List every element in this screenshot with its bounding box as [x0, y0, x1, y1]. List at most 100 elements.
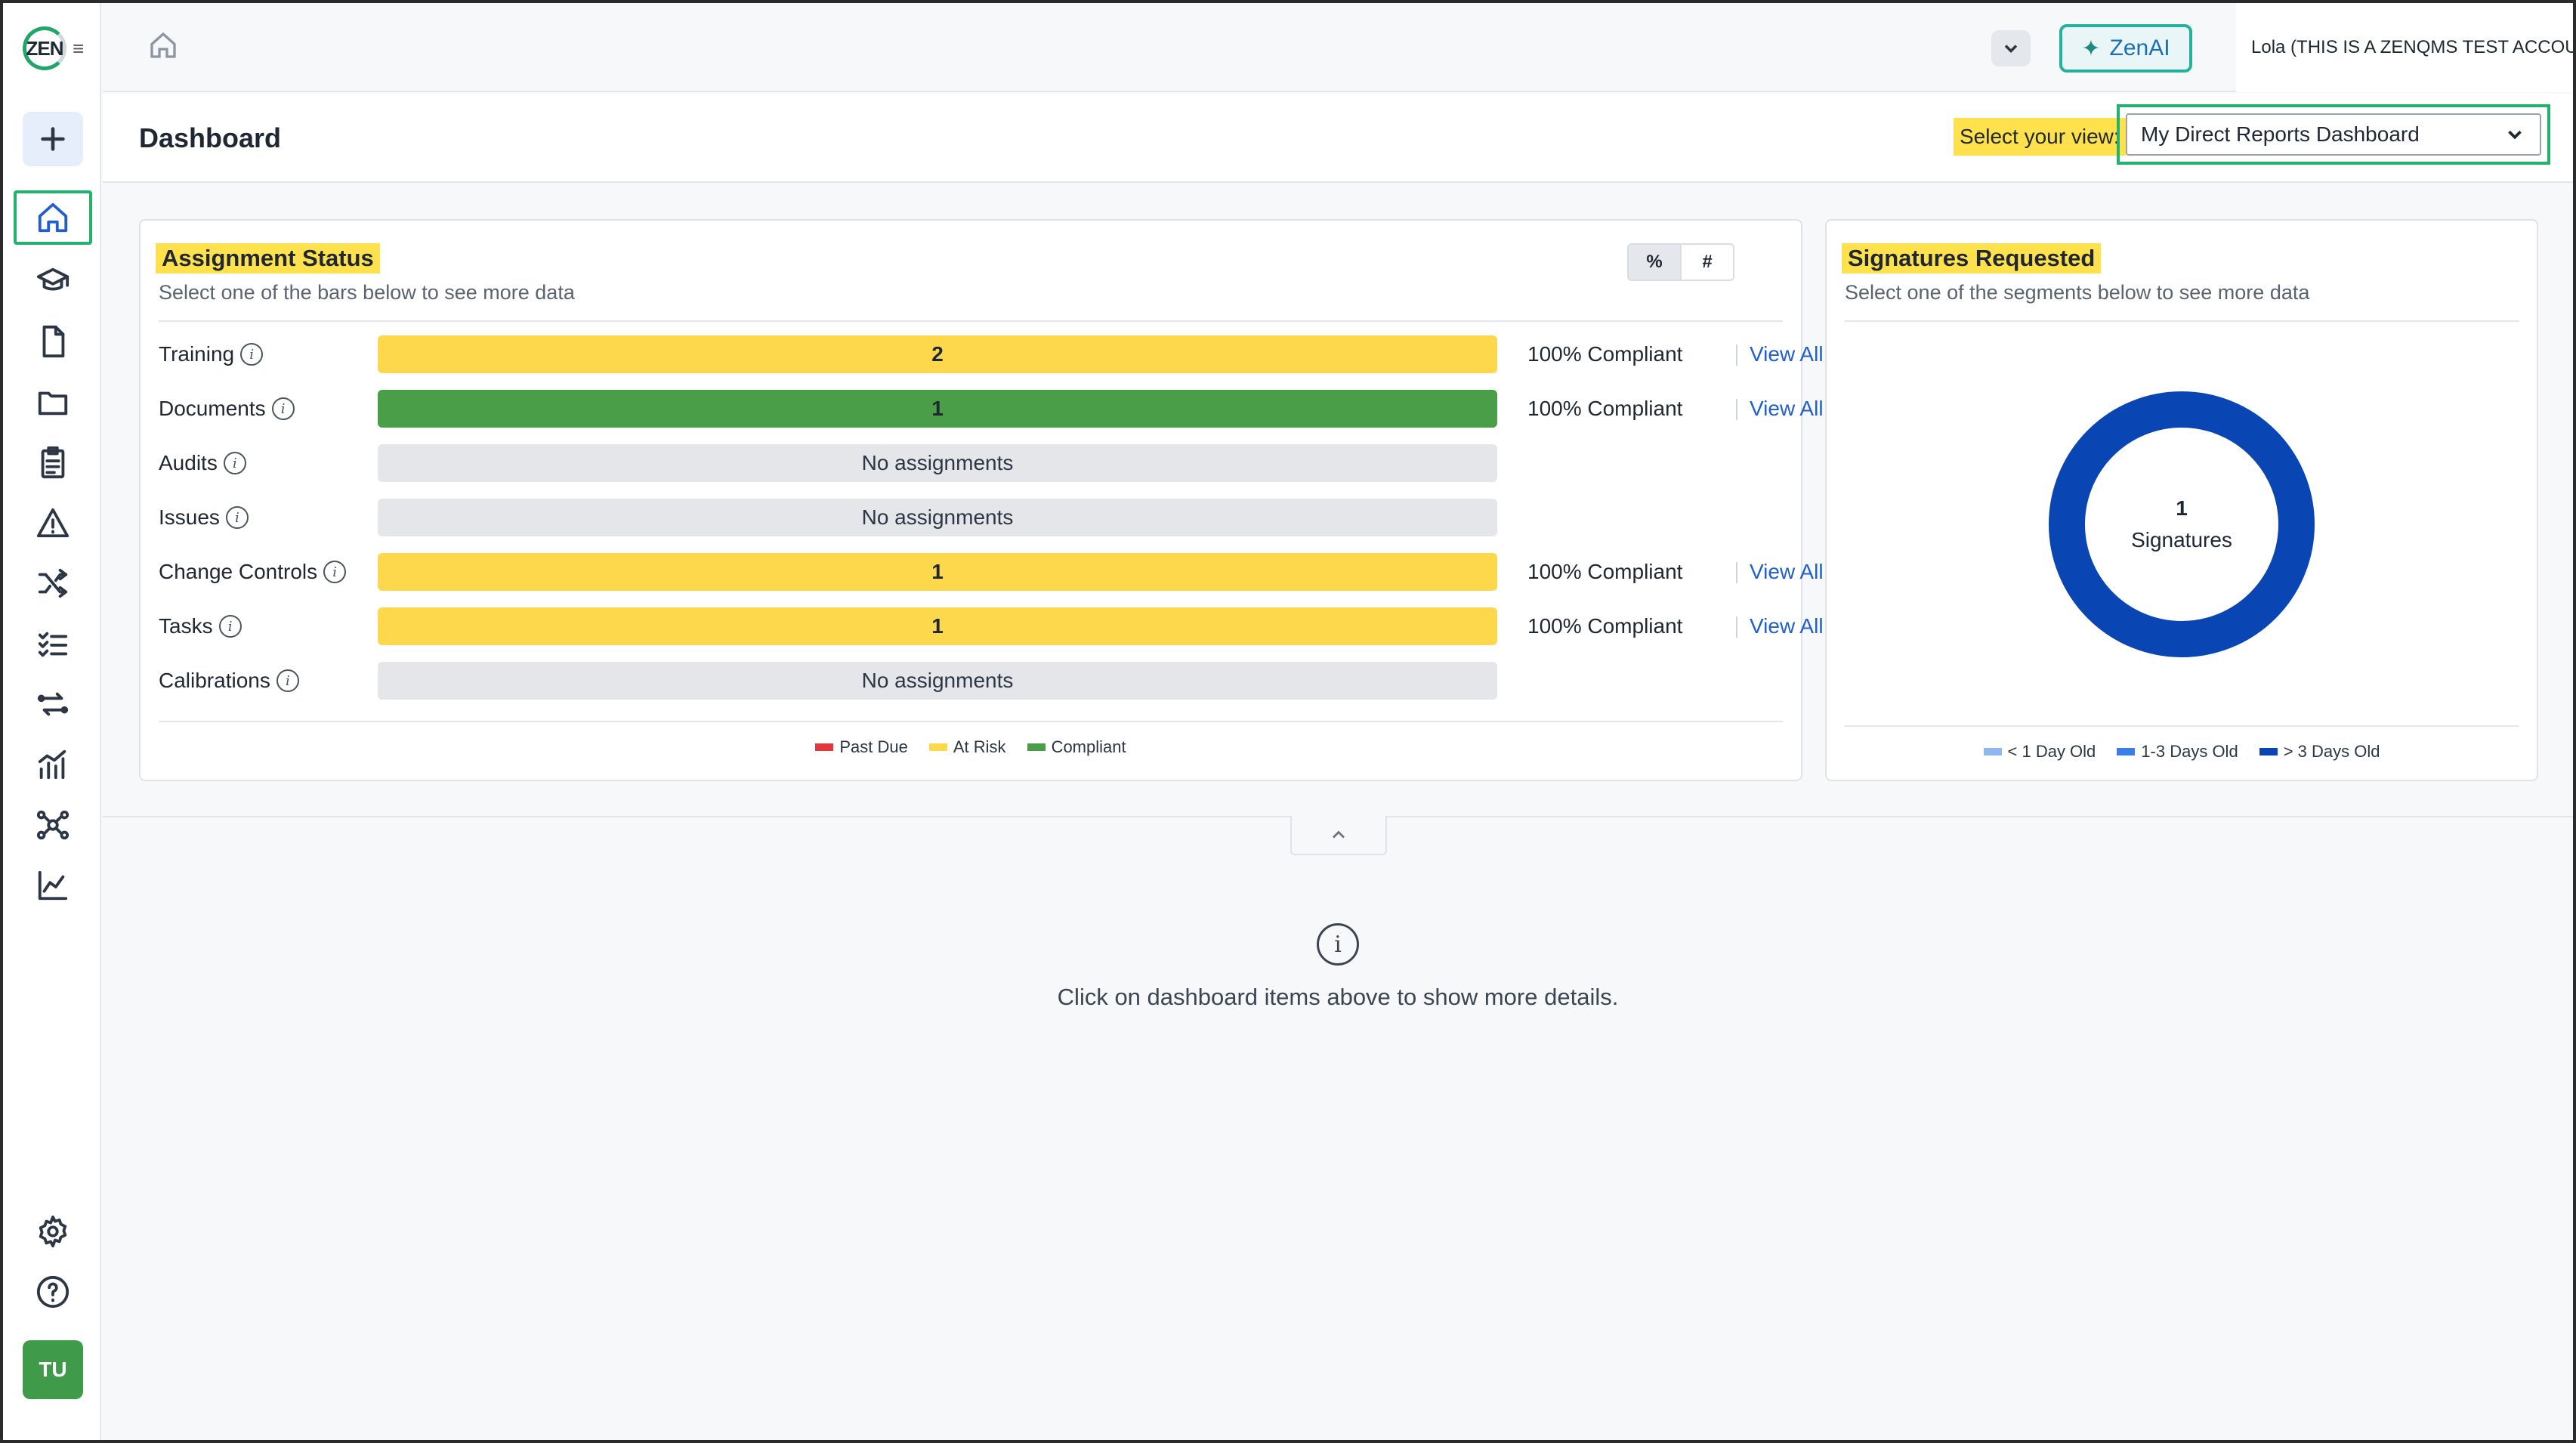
sidebar-item-analytics[interactable] — [23, 737, 83, 792]
bar-chart-icon — [38, 749, 66, 780]
assignment-bar[interactable]: No assignments — [378, 499, 1497, 536]
info-icon[interactable]: i — [223, 452, 246, 474]
legend-item: Past Due — [815, 737, 908, 757]
compliance-text: 100% Compliant — [1527, 614, 1683, 638]
assignment-bar[interactable]: 1 — [378, 607, 1497, 645]
arrows-swap-icon — [37, 692, 69, 716]
legend-label: Compliant — [1051, 737, 1126, 756]
view-all-link[interactable]: View All — [1750, 614, 1824, 638]
expand-dropdown-button[interactable] — [1991, 30, 2031, 66]
page-header: Dashboard Select your view: My Direct Re… — [103, 94, 2573, 183]
assignment-row: Documents i 1 100% Compliant View All — [159, 390, 1824, 428]
view-all-link[interactable]: View All — [1750, 397, 1824, 420]
separator — [1736, 616, 1737, 638]
divider — [1845, 725, 2519, 727]
assignment-status-card: Assignment Status Select one of the bars… — [139, 219, 1824, 781]
breadcrumb-home[interactable] — [148, 30, 178, 64]
row-label-text: Audits — [159, 451, 218, 474]
info-icon[interactable]: i — [225, 506, 249, 529]
view-all-link[interactable]: View All — [1750, 342, 1824, 366]
view-selector-dropdown[interactable]: My Direct Reports Dashboard — [2126, 113, 2541, 156]
graduation-cap-icon — [36, 267, 69, 291]
toggle-percent-button[interactable]: % — [1629, 245, 1680, 280]
assignment-bar[interactable]: 1 — [378, 553, 1497, 591]
plus-icon — [41, 127, 65, 151]
shuffle-icon — [38, 568, 68, 598]
legend-swatch — [815, 743, 834, 751]
divider — [159, 320, 1783, 322]
sidebar-item-network[interactable] — [23, 798, 83, 852]
row-label: Calibrations i — [159, 662, 299, 700]
info-icon[interactable]: i — [323, 561, 347, 583]
assignment-row: Tasks i 1 100% Compliant View All — [159, 607, 1824, 645]
sidebar-item-audits[interactable] — [23, 435, 83, 490]
divider — [159, 721, 1783, 722]
user-account-name[interactable]: Lola (THIS IS A ZENQMS TEST ACCOUNT) — [2236, 3, 2573, 92]
collapse-panel-button[interactable] — [1290, 816, 1387, 855]
sidebar-item-documents[interactable] — [23, 314, 83, 369]
assignment-row: Training i 2 100% Compliant View All — [159, 335, 1824, 373]
signatures-count: 1 — [2176, 496, 2188, 520]
sidebar-item-issues[interactable] — [23, 496, 83, 550]
donut-center: 1 Signatures — [2049, 391, 2315, 657]
separator — [1736, 399, 1737, 420]
hamburger-menu-icon[interactable]: ≡ — [73, 36, 85, 60]
zen-logo: ZEN — [23, 26, 66, 70]
toggle-count-button[interactable]: # — [1680, 245, 1733, 280]
assignment-bar[interactable]: 2 — [378, 335, 1497, 373]
logo[interactable]: ZEN ≡ — [23, 26, 86, 71]
line-chart-icon — [38, 870, 68, 901]
info-icon[interactable]: i — [271, 397, 295, 420]
donut-segment[interactable] — [2049, 391, 2315, 657]
assignment-row: Calibrations i No assignments — [159, 662, 1783, 700]
info-icon[interactable]: i — [240, 343, 264, 366]
row-label-text: Change Controls — [159, 560, 318, 583]
create-new-button[interactable] — [23, 112, 83, 166]
sidebar-item-training[interactable] — [23, 254, 83, 308]
home-icon — [38, 202, 68, 233]
assignment-row: Issues i No assignments — [159, 499, 1783, 536]
view-selector-highlight: My Direct Reports Dashboard — [2117, 104, 2550, 165]
sidebar-item-tasks[interactable] — [23, 616, 83, 671]
row-label-text: Calibrations — [159, 669, 270, 692]
row-label-text: Training — [159, 342, 235, 366]
assignment-bar[interactable]: 1 — [378, 390, 1497, 428]
row-label-text: Documents — [159, 397, 266, 420]
sidebar-item-home[interactable] — [14, 190, 92, 245]
gear-icon — [39, 1215, 67, 1248]
legend-item: At Risk — [928, 737, 1006, 757]
clipboard-icon — [41, 446, 65, 479]
user-avatar[interactable]: TU — [23, 1340, 83, 1399]
assignment-bar[interactable]: No assignments — [378, 662, 1497, 700]
legend-label: Past Due — [839, 737, 908, 756]
network-icon — [36, 810, 69, 840]
assignment-row: Audits i No assignments — [159, 444, 1783, 482]
separator — [1736, 562, 1737, 583]
legend-swatch — [2259, 748, 2278, 755]
row-label: Training i — [159, 335, 264, 373]
sidebar-item-settings[interactable] — [23, 1204, 83, 1259]
info-icon[interactable]: i — [218, 615, 242, 638]
assignment-status-title: Assignment Status — [156, 243, 380, 273]
row-label: Documents i — [159, 390, 295, 428]
sidebar-item-processes[interactable] — [23, 677, 83, 731]
home-icon — [150, 32, 176, 58]
display-mode-toggle: % # — [1627, 243, 1734, 281]
page-title: Dashboard — [139, 122, 282, 153]
sidebar-item-folders[interactable] — [23, 375, 83, 429]
sidebar-item-change-controls[interactable] — [23, 556, 83, 610]
row-label: Tasks i — [159, 607, 242, 645]
legend-item: > 3 Days Old — [2259, 742, 2380, 762]
view-all-link[interactable]: View All — [1750, 560, 1824, 583]
row-label: Audits i — [159, 444, 246, 482]
sidebar-item-reports[interactable] — [23, 858, 83, 913]
list-check-icon — [38, 632, 68, 657]
sidebar: ZEN ≡ — [3, 3, 101, 1440]
assignment-bar[interactable]: No assignments — [378, 444, 1497, 482]
zenai-button[interactable]: ✦ ZenAI — [2059, 24, 2192, 73]
info-icon[interactable]: i — [276, 669, 299, 692]
sidebar-item-help[interactable] — [23, 1265, 83, 1319]
divider — [1845, 320, 2519, 322]
warning-icon — [36, 508, 69, 538]
legend-swatch — [2117, 748, 2136, 755]
